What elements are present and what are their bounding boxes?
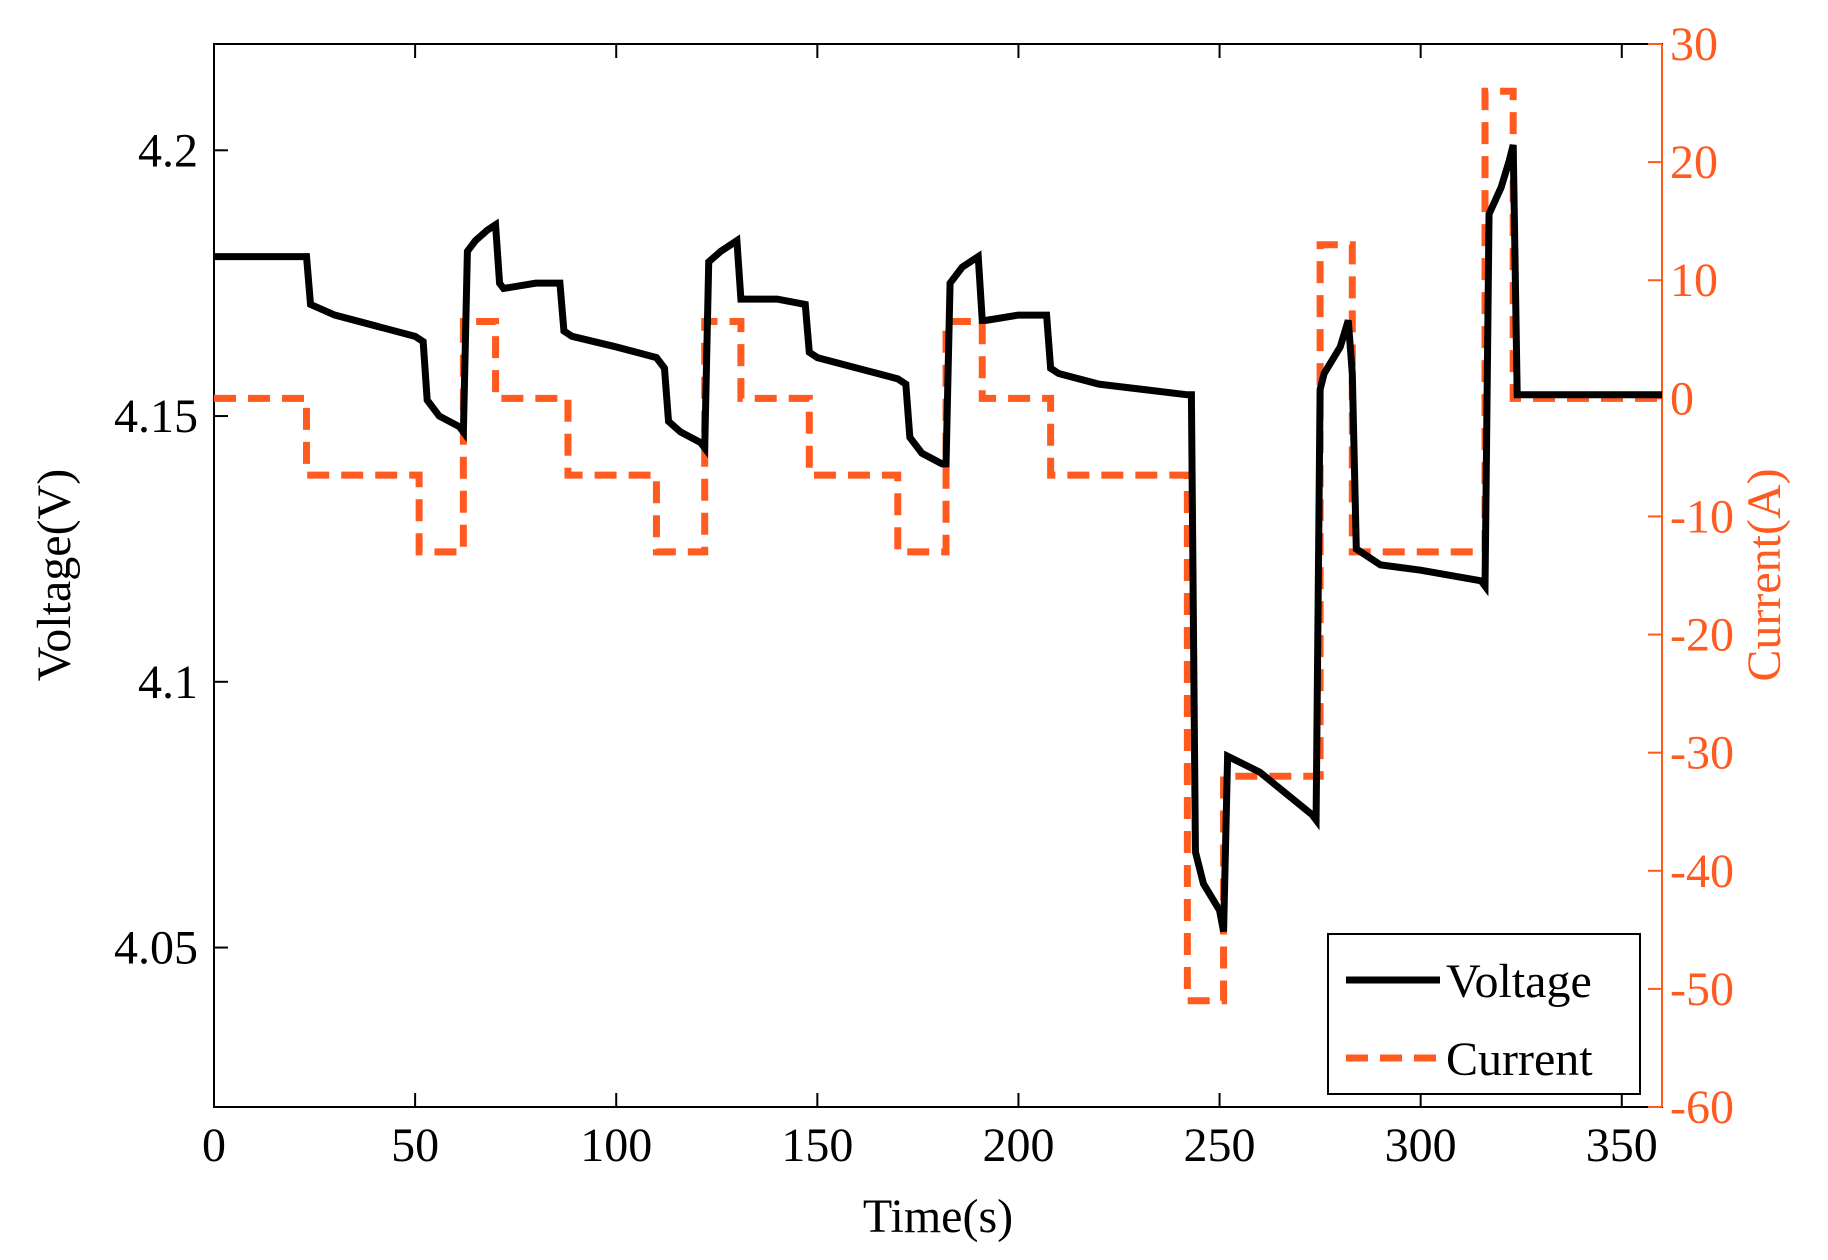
y2-tick-label: 0 <box>1670 372 1694 425</box>
voltage-series-line <box>214 144 1662 933</box>
x-tick-label: 150 <box>781 1119 853 1172</box>
y2-tick-label: -20 <box>1670 609 1734 662</box>
y-axis-left: 4.05 4.1 4.15 4.2 <box>114 124 228 975</box>
y2-tick-label: -60 <box>1670 1081 1734 1134</box>
x-axis-title: Time(s) <box>863 1190 1013 1243</box>
y-axis-left-title: Voltage(V) <box>28 469 81 681</box>
y2-tick-label: 10 <box>1670 254 1718 307</box>
legend: Voltage Current <box>1327 933 1641 1095</box>
x-tick-label: 50 <box>391 1119 439 1172</box>
x-tick-label: 200 <box>982 1119 1054 1172</box>
y2-tick-label: 30 <box>1670 18 1718 71</box>
y2-tick-label: -30 <box>1670 727 1734 780</box>
current-series-line <box>214 87 1662 1005</box>
y-tick-label: 4.2 <box>138 124 198 177</box>
y-tick-label: 4.1 <box>138 656 198 709</box>
y-axis-right-title: Current(A) <box>1738 468 1791 681</box>
y2-tick-label: 20 <box>1670 136 1718 189</box>
plot-area <box>213 43 1663 1108</box>
y2-tick-label: -10 <box>1670 490 1734 543</box>
legend-current-label: Current <box>1446 1033 1593 1086</box>
y2-tick-label: -50 <box>1670 963 1734 1016</box>
x-tick-label: 250 <box>1184 1119 1256 1172</box>
x-axis: 0 50 100 150 200 250 300 350 <box>202 44 1658 1172</box>
x-tick-label: 300 <box>1385 1119 1457 1172</box>
legend-voltage-label: Voltage <box>1446 955 1592 1008</box>
x-tick-label: 100 <box>580 1119 652 1172</box>
y-tick-label: 4.15 <box>114 390 198 443</box>
y-tick-label: 4.05 <box>114 922 198 975</box>
y2-tick-label: -40 <box>1670 845 1734 898</box>
x-tick-label: 350 <box>1586 1119 1658 1172</box>
x-tick-label: 0 <box>202 1119 226 1172</box>
legend-box <box>1327 933 1641 1095</box>
y-axis-right: -60 -50 -40 -30 -20 -10 0 10 20 30 <box>1648 18 1734 1134</box>
